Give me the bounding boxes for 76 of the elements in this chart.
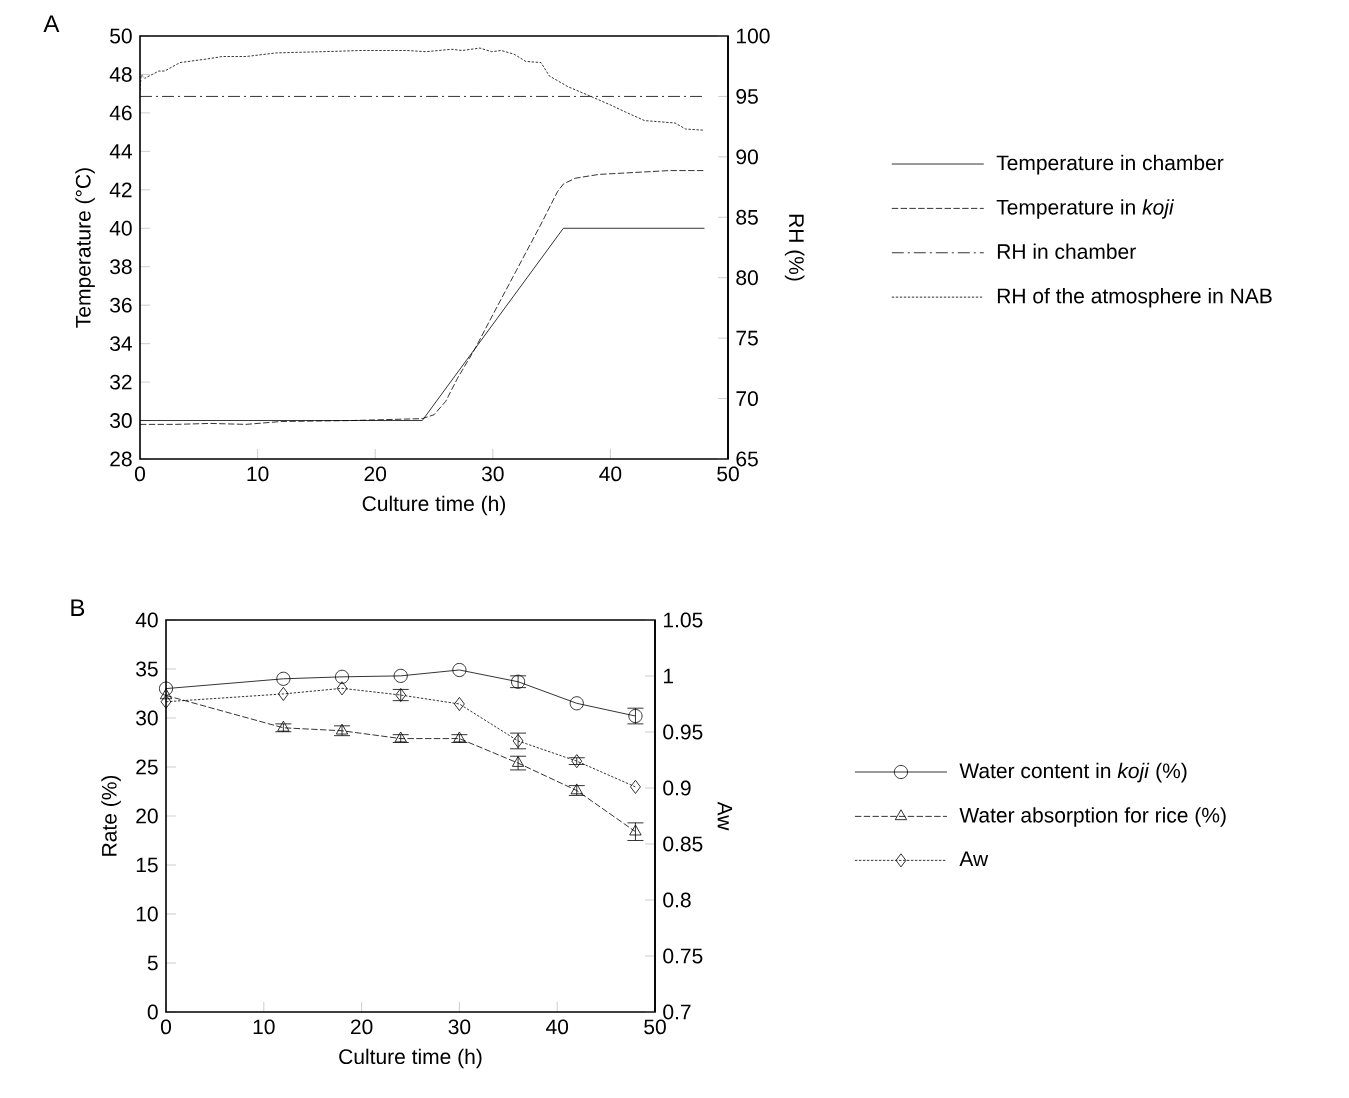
point [630,779,641,794]
y2-axis-title: RH (%) [784,214,805,281]
x-tick-label: 50 [717,466,739,482]
x-tick-label: 10 [247,466,269,482]
y-tick-label: 32 [110,374,132,390]
y2-tick-label: 85 [736,209,758,225]
y2-tick-label: 1 [664,668,674,684]
y2-tick-label: 0.85 [663,836,703,852]
y2-tick-label: 0.95 [663,724,703,740]
legend-label: Aw [959,851,989,867]
legend-label: Water absorption for rice (%) [959,807,1226,827]
legend-label: Temperature in chamber [996,154,1224,175]
y-tick-label: 28 [110,451,132,467]
point [335,669,350,684]
x-tick-label: 20 [350,1019,373,1035]
y-axis-title: Temperature (°C) [75,168,95,328]
y-tick-label: 40 [109,220,132,236]
legend-label: Water content in koji (%) [959,762,1187,783]
point [454,696,465,711]
point [393,668,408,683]
y-tick-label: 35 [136,661,158,677]
y2-tick-label: 0.9 [663,780,691,796]
x-tick-label: 30 [448,1019,471,1035]
legend-label: RH of the atmosphere in NAB [997,287,1272,308]
y-tick-label: 25 [136,759,158,775]
y2-tick-label: 80 [736,270,758,286]
y-tick-label: 20 [136,808,158,824]
x-axis-title: Culture time (h) [339,1048,482,1069]
point [278,686,289,701]
y2-tick-label: 100 [737,28,770,44]
y-tick-label: 30 [110,413,132,428]
y-tick-label: 48 [109,67,132,82]
y-tick-label: 38 [110,259,132,275]
y-tick-label: 10 [136,906,158,922]
y2-tick-label: 0.75 [663,948,703,964]
y-tick-label: 34 [110,336,132,352]
y-tick-label: 50 [110,28,132,44]
y2-tick-label: 90 [736,149,758,165]
point [569,696,584,711]
y-tick-label: 30 [136,710,158,726]
x-tick-label: 40 [546,1019,569,1035]
point [160,694,172,709]
chart-title: A [43,15,60,32]
y-tick-label: 46 [109,105,132,121]
point [511,756,525,767]
y-tick-label: 5 [147,955,158,971]
y-tick-label: 40 [135,612,158,628]
y2-axis-title: Aw [717,801,733,831]
y-tick-label: 0 [147,1004,158,1020]
y2-tick-label: 0.8 [663,892,691,908]
point [452,662,467,677]
x-tick-label: 30 [481,466,504,482]
y-axis-title: Rate (%) [101,775,121,856]
point [159,681,174,696]
y2-tick-label: 0.7 [663,1004,691,1020]
y2-tick-label: 75 [736,330,758,346]
y2-tick-label: 95 [736,89,758,104]
x-tick-label: 40 [599,466,622,482]
y-tick-label: 42 [109,182,132,198]
legend-label: RH in chamber [997,243,1136,260]
chart-title: B [71,599,85,616]
point [571,754,583,769]
point [336,681,348,696]
x-axis-title: Culture time (h) [362,495,506,516]
y2-tick-label: 70 [736,391,758,407]
y2-tick-label: 65 [736,451,758,467]
x-tick-label: 0 [160,1019,172,1035]
y-tick-label: 15 [136,857,158,873]
y-tick-label: 36 [110,297,132,313]
legend-label: Temperature in koji [996,199,1175,219]
x-tick-label: 10 [253,1019,275,1035]
point [276,671,291,686]
x-tick-label: 20 [364,466,387,482]
y2-tick-label: 1.05 [664,612,703,628]
y-tick-label: 44 [109,144,132,159]
x-tick-label: 50 [644,1019,666,1035]
